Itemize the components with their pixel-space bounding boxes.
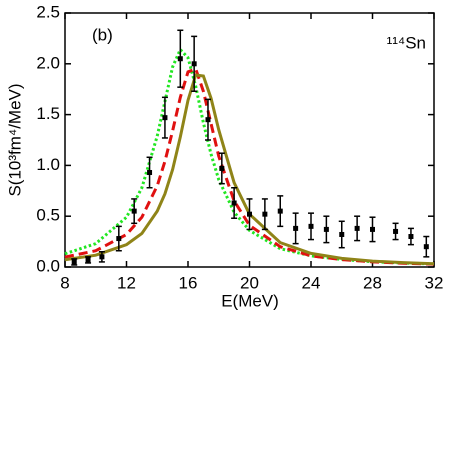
model-curve (64, 73, 435, 266)
data-point (205, 117, 211, 123)
y-axis-label: S(10³fm⁴/MeV) (5, 83, 24, 196)
data-point (393, 228, 399, 234)
data-point (99, 254, 105, 260)
data-point (354, 225, 360, 231)
y-tick-label: 2.5 (36, 2, 60, 21)
data-point (162, 115, 168, 121)
data-point (231, 200, 237, 206)
y-tick-label: 0.5 (36, 206, 60, 225)
x-tick-label: 8 (60, 273, 69, 292)
model-curve (64, 46, 435, 266)
data-point (277, 208, 283, 214)
data-point (85, 257, 91, 263)
x-tick-label: 32 (425, 273, 444, 292)
data-point (323, 226, 329, 232)
data-point (370, 226, 375, 232)
data-point (293, 225, 299, 231)
panel-label: (b) (92, 25, 113, 44)
annotation: ¹¹⁴Sn (387, 33, 426, 52)
y-tick-label: 1.5 (36, 104, 60, 123)
y-tick-label: 2.0 (36, 53, 60, 72)
x-axis-label: E(MeV) (221, 291, 279, 310)
data-point (71, 259, 77, 265)
y-tick-label: 1.0 (36, 155, 60, 174)
data-point (191, 61, 197, 67)
data-point (131, 208, 137, 214)
data-point (147, 170, 153, 176)
x-tick-label: 20 (240, 273, 259, 292)
data-point (177, 56, 183, 62)
data-point (408, 234, 414, 240)
x-tick-label: 24 (302, 273, 321, 292)
model-curve (64, 66, 435, 266)
data-point (339, 231, 345, 237)
data-point (308, 223, 314, 229)
data-point (116, 236, 122, 242)
data-point (247, 211, 252, 217)
y-tick-label: 0.0 (36, 256, 60, 275)
x-tick-label: 16 (179, 273, 198, 292)
data-point (262, 211, 268, 217)
data-point (423, 244, 429, 250)
data-point (219, 165, 225, 171)
x-tick-label: 28 (363, 273, 382, 292)
x-tick-label: 12 (117, 273, 136, 292)
